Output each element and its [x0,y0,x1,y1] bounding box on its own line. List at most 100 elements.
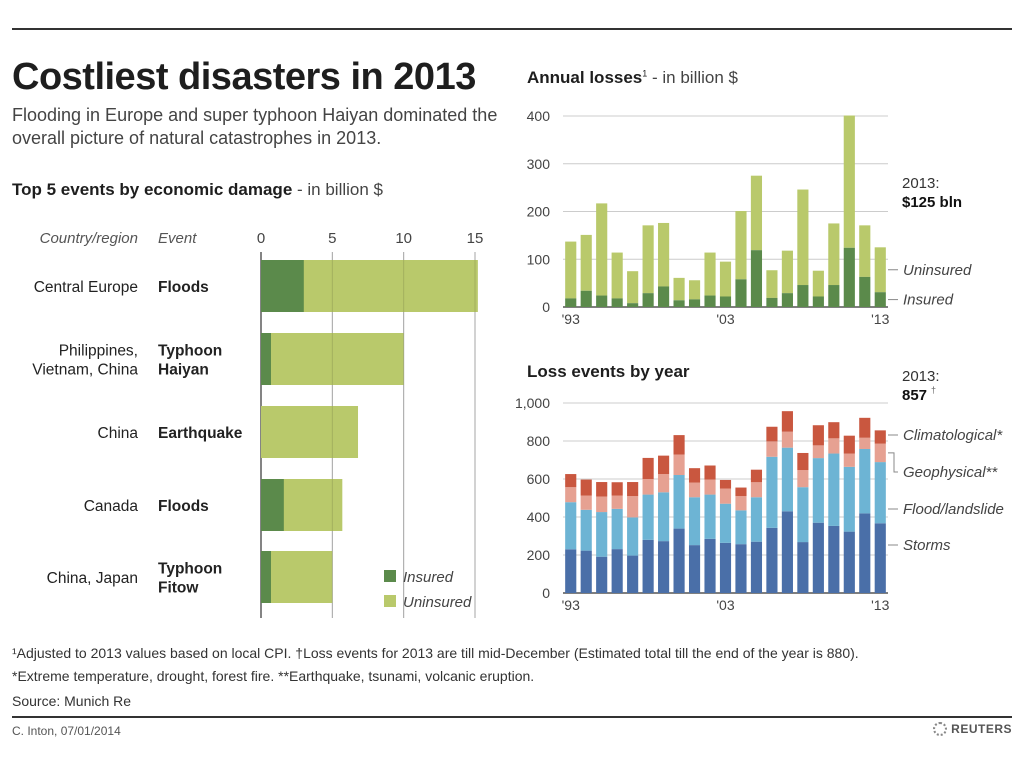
bar-climatological-1999 [658,455,670,475]
bar-uninsured-1997 [627,271,639,304]
annotation-value: 857 [902,387,927,404]
bar-storms-2005 [750,541,763,593]
event-label: Typhoon [158,561,222,578]
bar-uninsured-1993 [565,241,577,299]
y-tick-label-200: 200 [527,204,551,220]
bar-insured-2000 [673,300,685,307]
series-label: Storms [903,537,951,554]
bar-flood-2002 [704,494,716,539]
bar-storms-1993 [565,549,577,593]
bar-storms-2003 [719,542,732,593]
bar-climatological-2009 [812,425,824,446]
bar-uninsured-2011 [843,115,855,248]
bar-geophysical-2012 [859,437,871,449]
bar-uninsured-2009 [812,270,824,297]
x-tick-label-2003: '03 [716,311,734,327]
event-label: Fitow [158,580,199,597]
region-label: Canada [84,498,139,515]
bar-climatological-1996 [611,482,623,496]
bar-flood-1999 [658,492,670,542]
bar-climatological-2013 [874,430,886,444]
bar-insured-2012 [859,276,871,307]
region-label: Philippines, [59,343,138,360]
bar-geophysical-1993 [565,487,577,503]
bar-climatological-2012 [859,417,871,438]
y-tick-label-800: 800 [527,433,551,449]
reuters-logo-icon [933,722,948,736]
series-label-uninsured: Uninsured [903,262,972,279]
page-subtitle: Flooding in Europe and super typhoon Hai… [12,105,498,148]
bar-geophysical-2002 [704,479,716,495]
event-label: Earthquake [158,425,243,442]
bar-flood-1995 [596,512,608,557]
bar-climatological-1994 [580,479,592,496]
y-tick-label-600: 600 [527,471,551,487]
bar-flood-2007 [781,447,793,512]
bar-uninsured-2002 [704,252,716,296]
bar-flood-1997 [627,517,639,556]
bar-geophysical-2009 [812,445,824,459]
loss-events-chart: 0 200 400 600 800 1,000 '93 '03 '13 2013: 857 † Clim… [515,368,1004,613]
bar-climatological-2002 [704,465,716,480]
annual-losses-chart: 0 100 200 300 400 '93 '03 '13 2013: $125 bln Unins… [527,108,972,327]
bar-flood-1993 [565,502,577,550]
bar-climatological-1998 [642,457,654,479]
bar-climatological-2000 [673,435,685,455]
legend-label-insured: Insured [403,569,454,586]
page-title: Costliest disasters in 2013 [12,56,476,98]
x-tick-label-1993: '93 [562,597,580,613]
series-label: Geophysical** [903,464,998,481]
bar-storms-2007 [781,511,793,593]
bar-geophysical-2011 [843,453,855,467]
bar-flood-2000 [673,475,685,529]
bar-geophysical-2006 [766,441,778,457]
series-label: Climatological* [903,427,1003,444]
footnote-1: ¹Adjusted to 2013 values based on local … [12,645,859,661]
x-tick-label-2013: '13 [871,311,889,327]
event-label: Typhoon [158,343,222,360]
y-tick-label-400: 400 [527,108,551,124]
bar-geophysical-1997 [627,496,639,518]
bar-insured-1997 [627,303,639,307]
source-note: Source: Munich Re [12,693,132,709]
top5-bar-chart: Country/region Event 0 5 10 15 Central Europe F… [32,230,483,618]
bar-geophysical-2003 [719,488,732,504]
bar-uninsured-1995 [596,203,608,296]
bar-uninsured-2008 [797,189,809,286]
annotation-sup: † [931,385,936,395]
bar-geophysical-2008 [797,470,809,488]
bar-storms-1994 [580,550,592,593]
bar-uninsured-1998 [642,225,654,294]
bar-flood-1996 [611,508,623,550]
bar-insured-2008 [797,285,809,307]
bar-uninsured-2004 [735,211,747,280]
x-tick-label-0: 0 [257,230,265,247]
bar-flood-2009 [812,458,824,523]
bar-flood-2011 [843,466,855,532]
bar-climatological-1995 [596,482,608,497]
bar-uninsured-2012 [859,225,871,277]
bar-insured-2005 [750,250,763,307]
bar-geophysical-1998 [642,479,654,495]
series-label: Flood/landslide [903,501,1004,518]
annual-losses-title-text: Annual losses [527,68,643,87]
y-tick-label-0: 0 [542,585,550,601]
bar-uninsured-2003 [719,261,732,297]
reuters-label: REUTERS [951,722,1012,736]
x-tick-label-1993: '93 [562,311,580,327]
event-label: Floods [158,498,209,515]
annual-losses-title-sup: 1 [642,68,648,79]
bar-geophysical-2004 [735,496,747,511]
bar-uninsured-2006 [766,270,778,298]
bar-flood-2004 [735,510,747,545]
bar-geophysical-1999 [658,474,670,493]
bar-uninsured-2005 [750,175,763,251]
bar-insured-2007 [781,293,793,307]
y-tick-label-0: 0 [542,299,550,315]
bar-storms-2011 [843,531,855,593]
bar-geophysical-1994 [580,495,592,510]
y-tick-label-300: 300 [527,156,551,172]
bar-geophysical-1996 [611,495,623,509]
bar-storms-2013 [874,523,886,593]
region-label: Vietnam, China [32,362,138,379]
